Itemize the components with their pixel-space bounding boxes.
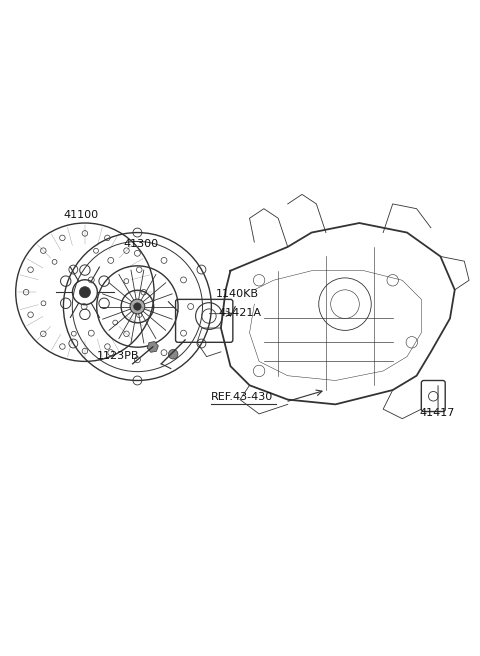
Text: 41421A: 41421A xyxy=(218,308,262,318)
Circle shape xyxy=(134,303,141,310)
Circle shape xyxy=(168,350,178,359)
Text: 1140KB: 1140KB xyxy=(216,289,259,299)
Circle shape xyxy=(130,299,145,314)
Text: REF.43-430: REF.43-430 xyxy=(211,392,274,402)
Text: 1123PB: 1123PB xyxy=(97,351,139,361)
Circle shape xyxy=(79,287,90,298)
Text: 41100: 41100 xyxy=(63,210,98,220)
Text: 41417: 41417 xyxy=(419,408,455,419)
Text: 41300: 41300 xyxy=(123,239,158,249)
